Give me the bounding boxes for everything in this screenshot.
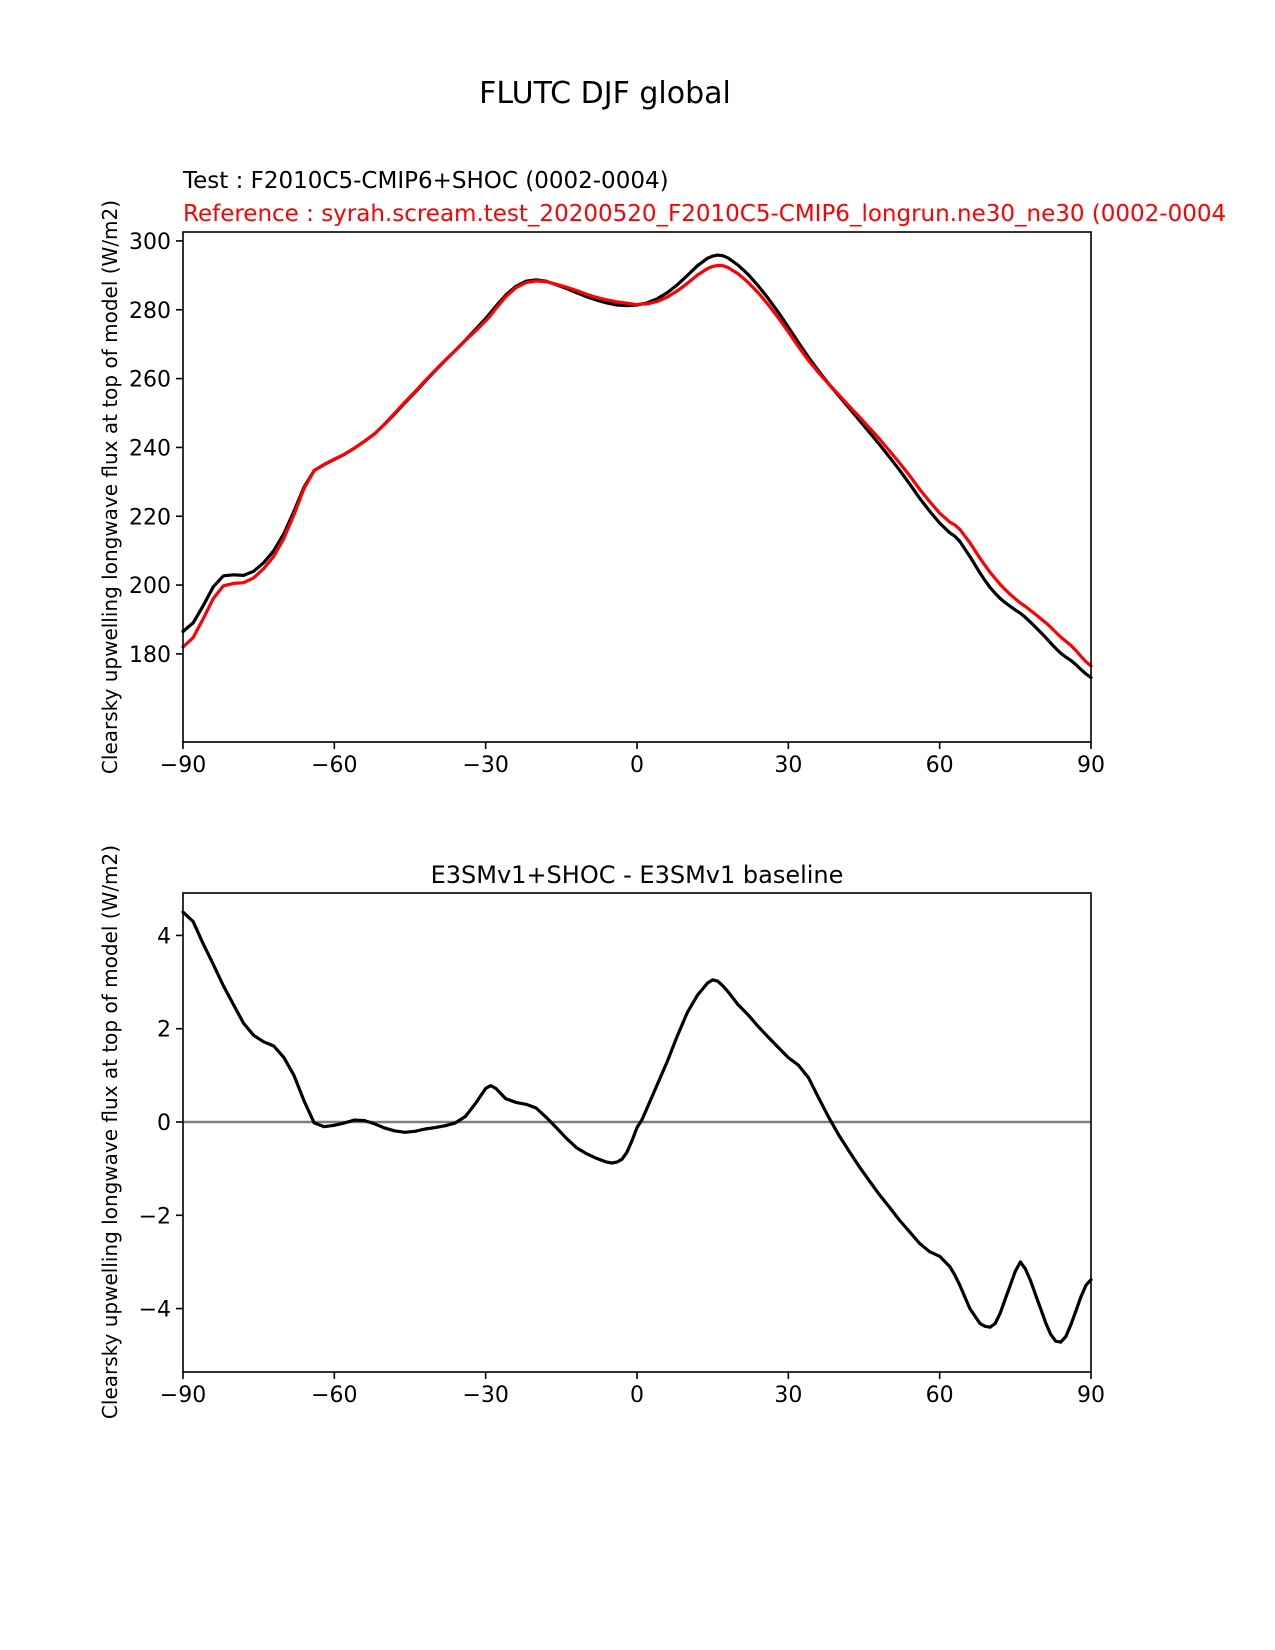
x-tick-label: 90 — [1077, 1383, 1105, 1408]
x-tick-label: 60 — [926, 1383, 954, 1408]
top-chart: −90 −60 −30 0 30 60 90 180 200 220 240 260 280 300 — [129, 230, 1105, 778]
x-tick-label: 30 — [774, 753, 802, 778]
x-tick-label: 60 — [926, 753, 954, 778]
y-tick-label: −2 — [139, 1204, 171, 1229]
difference-series-line — [181, 910, 1093, 1344]
y-tick-label: 180 — [129, 643, 171, 668]
y-tick-label: 220 — [129, 505, 171, 530]
x-tick-label: −60 — [311, 1383, 357, 1408]
y-tick-label: 0 — [157, 1111, 171, 1136]
bottom-chart-title: E3SMv1+SHOC - E3SMv1 baseline — [430, 861, 844, 889]
bottom-chart: −90 −60 −30 0 30 60 90 −4 −2 0 2 4 — [139, 892, 1105, 1408]
figure-title: FLUTC DJF global — [479, 76, 731, 111]
axes-frame — [182, 892, 1092, 1373]
y-tick-label: 300 — [129, 230, 171, 255]
x-tick-label: −90 — [160, 1383, 206, 1408]
legend-reference-label: Reference : syrah.scream.test_20200520_F… — [183, 201, 1227, 227]
y-tick-label: 260 — [129, 368, 171, 393]
y-tick-label: 4 — [157, 924, 171, 949]
x-tick-label: −90 — [160, 753, 206, 778]
y-tick-label: −4 — [139, 1298, 171, 1323]
y-tick-label: 240 — [129, 436, 171, 461]
x-tick-label: −60 — [311, 753, 357, 778]
x-tick-label: −30 — [462, 753, 508, 778]
axes-frame — [182, 231, 1092, 743]
x-tick-label: 0 — [630, 753, 644, 778]
reference-series-line — [181, 263, 1093, 668]
x-tick-label: 0 — [630, 1383, 644, 1408]
y-tick-label: 280 — [129, 299, 171, 324]
x-tick-label: 30 — [774, 1383, 802, 1408]
legend-test-label: Test : F2010C5-CMIP6+SHOC (0002-0004) — [183, 168, 669, 194]
y-tick-label: 2 — [157, 1018, 171, 1043]
x-tick-label: 90 — [1077, 753, 1105, 778]
y-tick-label: 200 — [129, 574, 171, 599]
x-tick-label: −30 — [462, 1383, 508, 1408]
